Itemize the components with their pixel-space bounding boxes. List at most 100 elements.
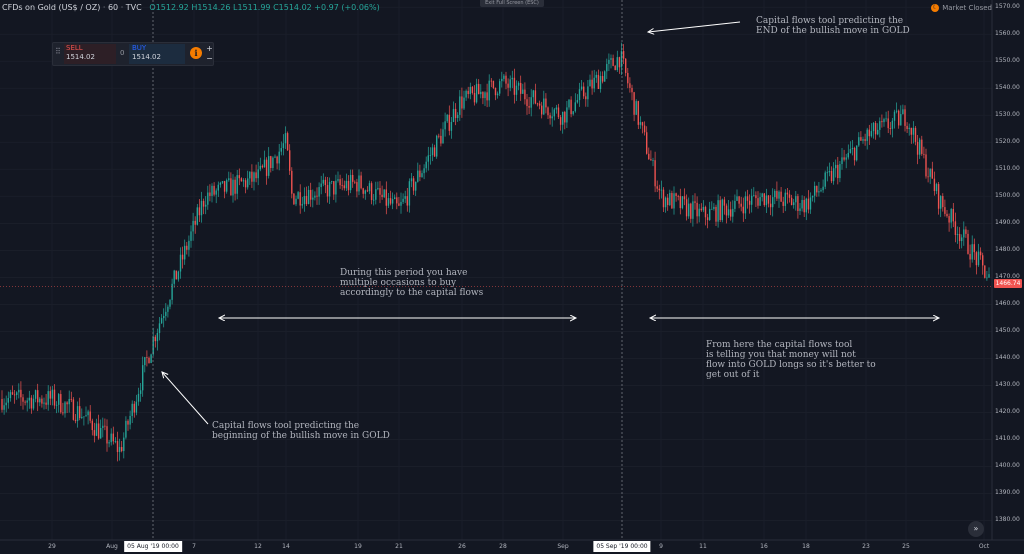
price-tick-label: 1450.00 [995,327,1020,335]
symbol-name[interactable]: CFDs on Gold (US$ / OZ) [2,3,101,12]
candle-body [868,129,870,137]
candle-body [314,195,316,198]
candle-body [832,168,835,182]
annotation-line: flow into GOLD longs so it's better to [706,360,876,370]
candle-body [398,203,400,206]
candle-body [163,315,165,319]
candle-body [278,151,280,164]
candle-body [612,58,614,66]
price-tick-label: 1400.00 [995,462,1020,470]
candle-body [973,244,975,253]
candle-body [433,147,436,157]
candle-body [22,397,24,402]
candle-body [801,199,803,209]
candle-body [276,156,278,164]
info-icon[interactable]: i [190,47,202,59]
candle-body [784,192,786,206]
candle-body [282,143,285,149]
candle-body [213,185,215,195]
candle-body [562,111,564,125]
price-tick-label: 1460.00 [995,300,1020,308]
candle-body [673,193,675,209]
candle-body [984,265,986,278]
candle-body [425,161,427,169]
candle-body [843,157,845,160]
candle-body [87,411,89,416]
candle-body [538,103,541,106]
candle-body [496,93,499,96]
time-tick-label: 7 [192,543,196,550]
candle-body [528,106,530,108]
annotation-line: accordingly to the capital flows [340,288,484,298]
change-value: +0.97 (+0.06%) [314,3,380,12]
candle-body [948,216,950,223]
sell-button[interactable]: SELL 1514.02 [64,44,116,64]
candle-body [946,213,948,217]
candle-body [919,139,921,155]
buy-label: BUY [132,44,147,52]
candle-body [690,203,692,219]
candle-body [933,178,936,192]
candle-body [51,389,54,399]
cursor-date-label: 05 Aug '19 00:00 [124,541,182,552]
candle-body [490,80,492,82]
candle-body [379,188,381,195]
candle-body [681,196,684,209]
candle-body [421,173,423,178]
candle-body [646,132,648,154]
drag-handle-icon[interactable]: ⠿ [55,47,61,56]
candle-body [853,147,856,161]
candle-body [698,208,700,217]
price-tick-label: 1550.00 [995,57,1020,65]
scroll-to-realtime-icon[interactable]: » [968,521,984,537]
candle-body [860,137,862,141]
time-tick-label: Sep [557,543,569,550]
market-status[interactable]: ☾ Market Closed [931,2,992,14]
candle-body [566,107,568,123]
candle-body [811,195,814,198]
candle-body [937,184,940,209]
exit-fullscreen-button[interactable]: Exit Full Screen (ESC) [480,0,544,7]
candle-body [137,393,140,402]
candle-body [194,220,196,225]
candle-body [895,110,898,112]
candle-body [232,179,234,196]
candle-body [9,392,12,399]
candle-body [473,92,476,103]
candle-body [68,398,70,405]
candle-body [95,423,98,436]
candle-body [251,171,253,182]
candle-body [158,323,161,333]
minus-button[interactable]: − [206,54,213,63]
candle-body [89,411,91,421]
candle-body [412,178,415,191]
plus-button[interactable]: + [206,44,213,53]
candle-body [333,181,335,195]
candle-body [580,86,583,90]
candle-body [72,399,75,420]
candle-body [349,174,352,191]
candle-body [375,189,377,200]
price-tick-label: 1500.00 [995,192,1020,200]
candle-body [419,170,421,178]
candle-body [866,129,868,141]
candle-body [228,178,230,181]
candle-body [181,254,184,260]
candle-body [738,196,740,204]
buy-button[interactable]: BUY 1514.02 [129,44,185,64]
candle-body [954,221,957,235]
candle-body [757,198,759,206]
interval-label[interactable]: 60 [107,3,119,12]
time-tick-label: Aug [106,543,118,550]
candle-body [751,195,753,205]
candle-body [541,105,543,115]
candle-body [679,196,681,209]
price-tick-label: 1510.00 [995,165,1020,173]
candle-body [643,125,646,133]
candle-body [587,86,589,100]
candle-body [373,199,375,201]
candle-body [167,306,169,312]
candle-body [209,192,211,196]
